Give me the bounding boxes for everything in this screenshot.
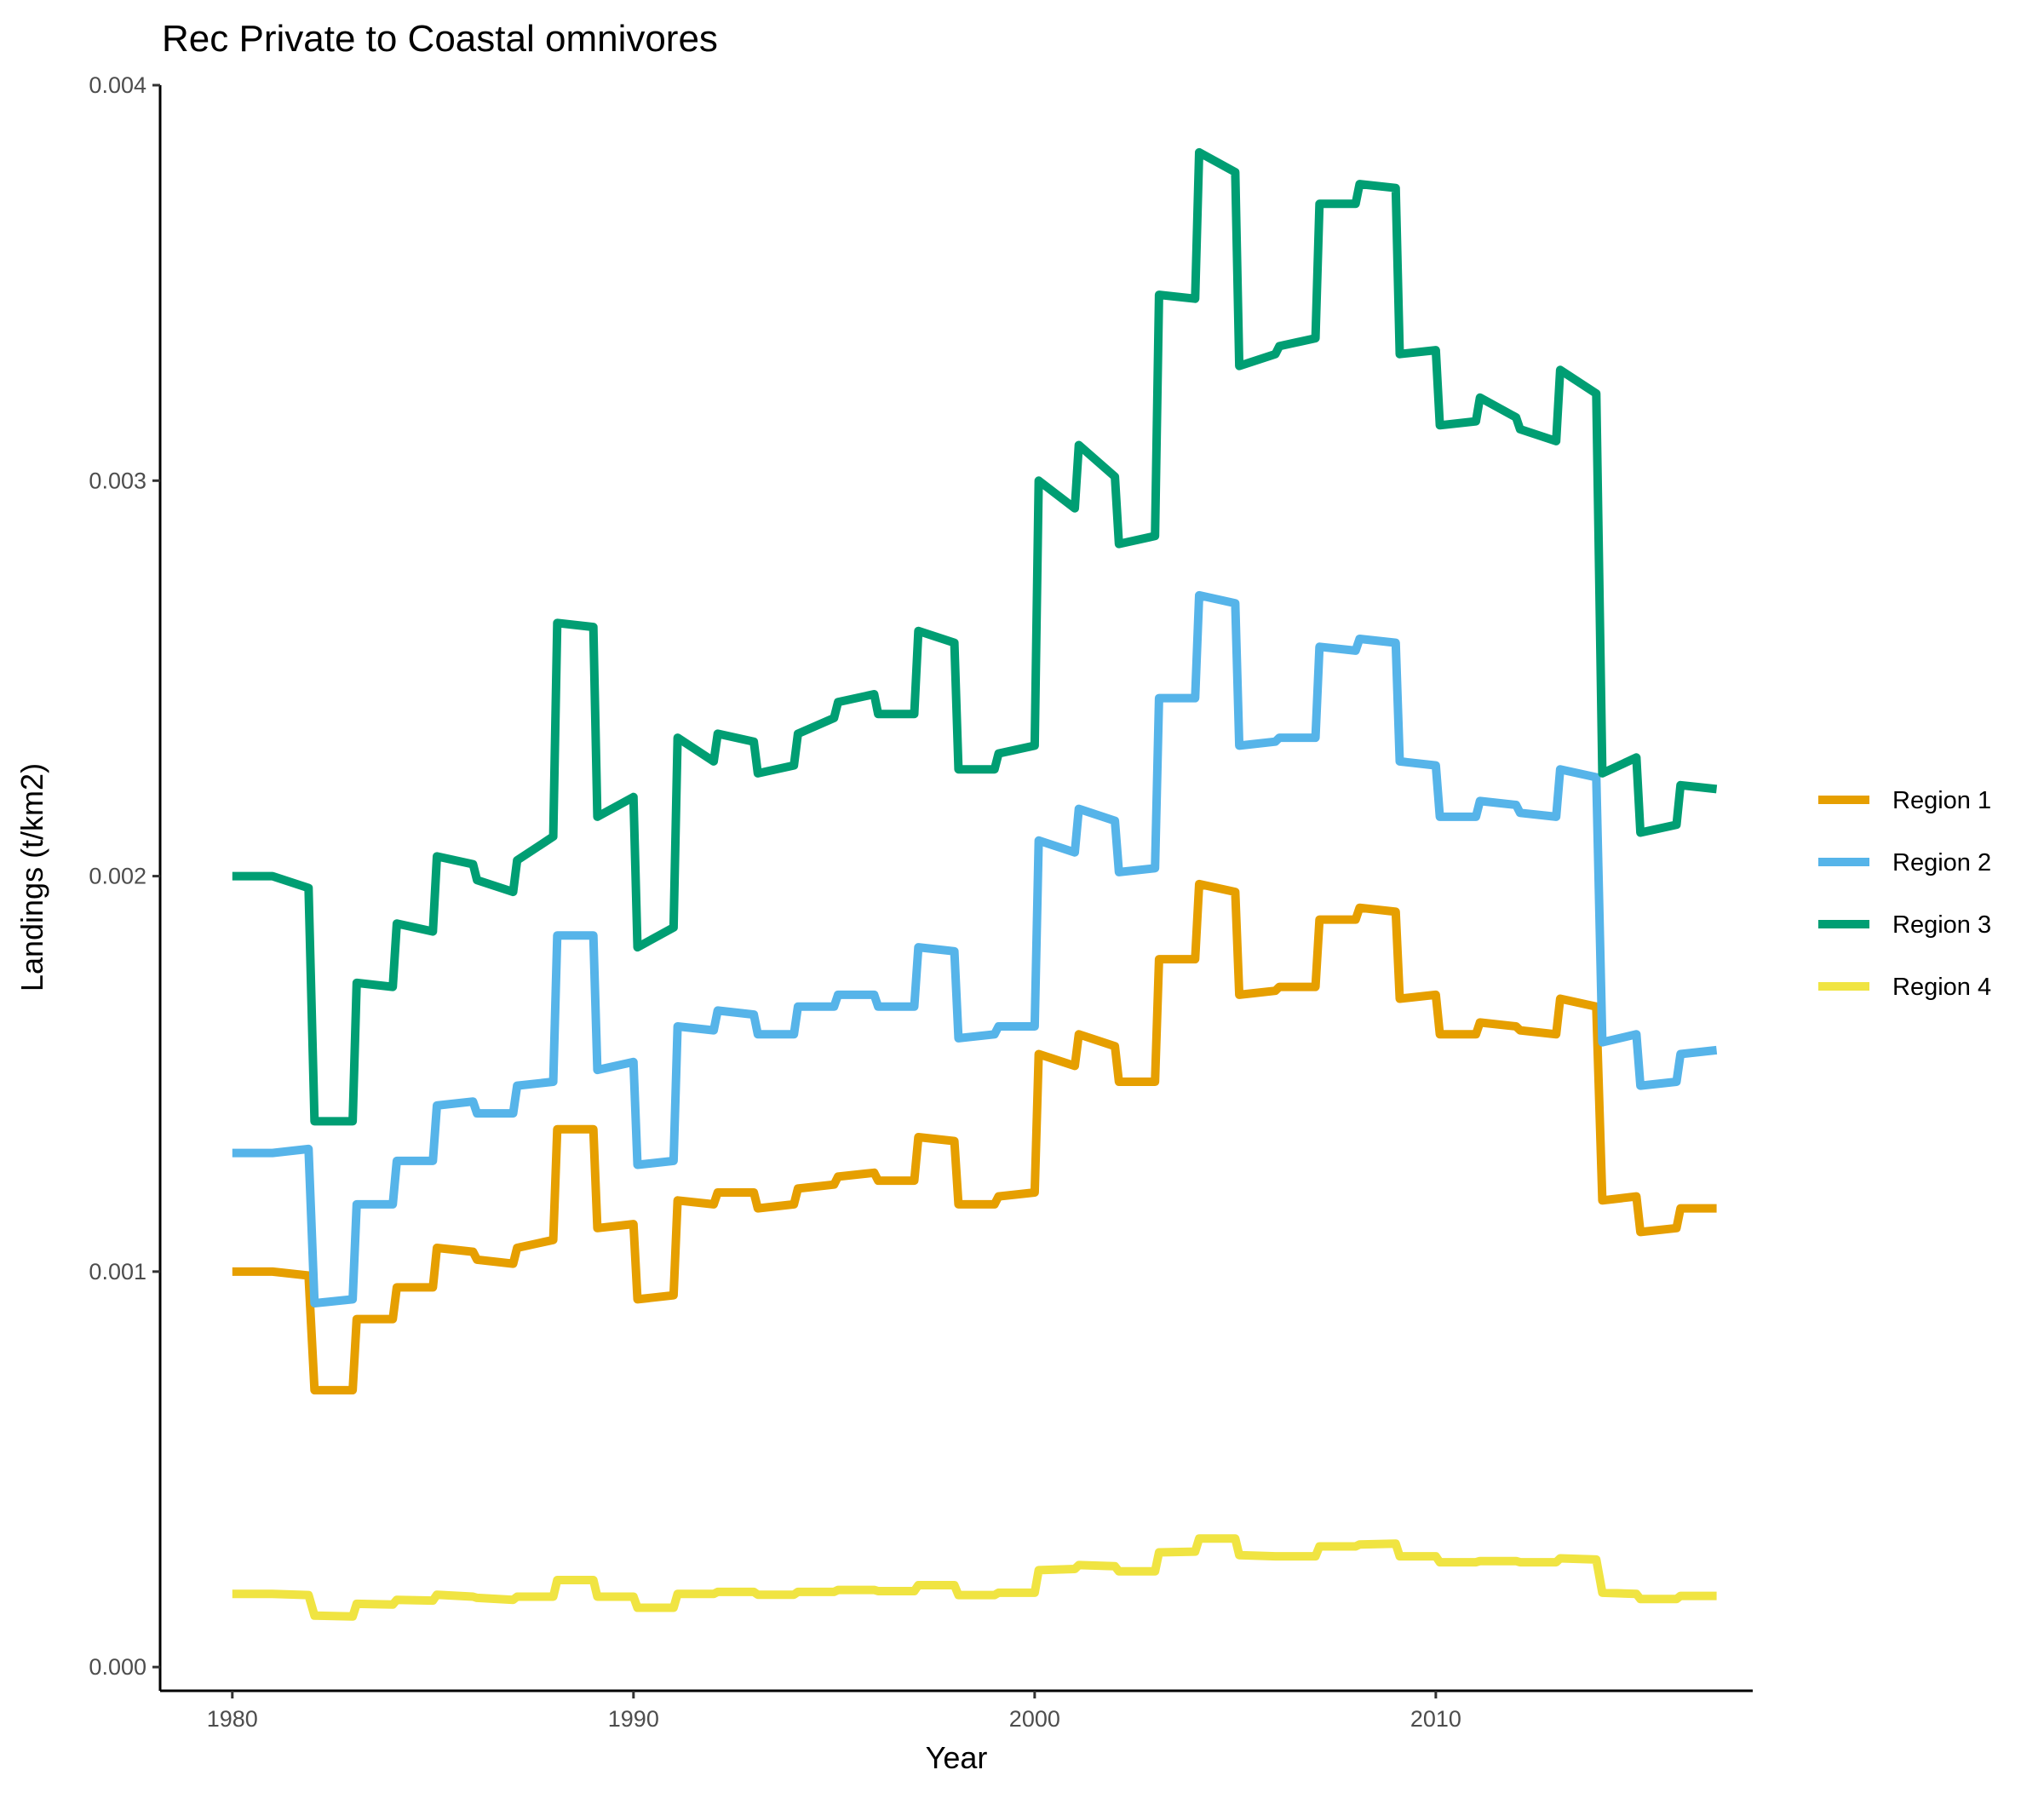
x-axis-ticks: 1980 1990 2000 2010 <box>207 1691 1461 1732</box>
series-line-region-2 <box>232 590 1718 1307</box>
y-tick-label: 0.002 <box>89 864 146 889</box>
x-tick-label: 1980 <box>207 1706 258 1732</box>
legend-label-region-1: Region 1 <box>1892 787 1991 814</box>
y-tick-label: 0.000 <box>89 1654 146 1680</box>
series-line-region-4 <box>232 1534 1717 1621</box>
legend-label-region-2: Region 2 <box>1892 849 1991 876</box>
y-tick-label: 0.003 <box>89 468 146 493</box>
legend: Region 1 Region 2 Region 3 Region 4 <box>1818 787 1991 1001</box>
x-tick-label: 2000 <box>1009 1706 1060 1732</box>
y-tick-label: 0.004 <box>89 72 146 98</box>
y-axis-title: Landings (t/km2) <box>14 763 49 991</box>
plot-area <box>232 147 1718 1621</box>
chart-title: Rec Private to Coastal omnivores <box>162 18 718 60</box>
y-tick-label: 0.001 <box>89 1259 146 1284</box>
x-axis-title: Year <box>926 1740 988 1775</box>
series-line-region-1 <box>232 879 1717 1395</box>
legend-label-region-3: Region 3 <box>1892 911 1991 939</box>
y-axis-ticks: 0.000 0.001 0.002 0.003 0.004 <box>89 72 160 1680</box>
x-tick-label: 1990 <box>608 1706 659 1732</box>
x-tick-label: 2010 <box>1410 1706 1461 1732</box>
legend-label-region-4: Region 4 <box>1892 974 1991 1001</box>
series-line-region-3 <box>232 147 1718 1126</box>
